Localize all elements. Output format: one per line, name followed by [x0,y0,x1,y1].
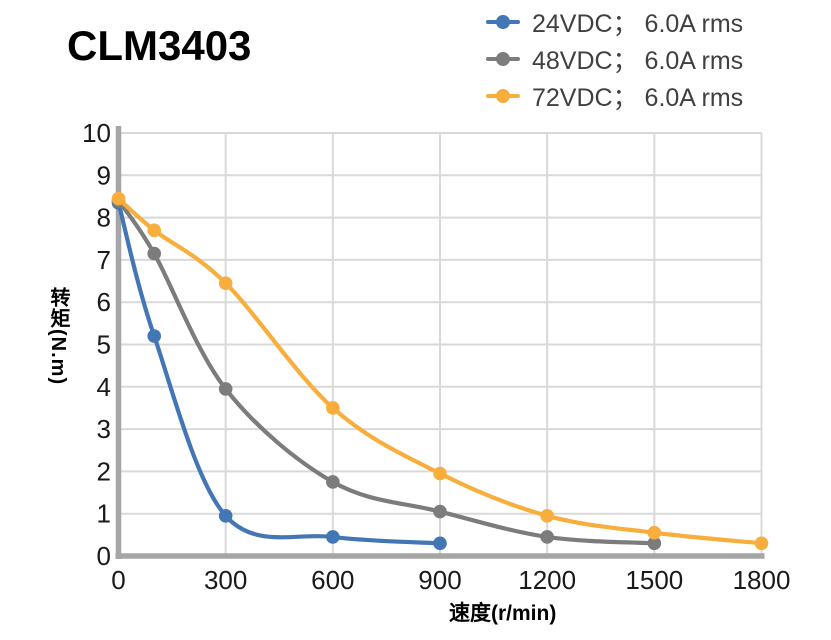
x-tick-label: 0 [111,565,125,595]
series-marker-72vdc [326,401,340,415]
y-tick-label: 4 [97,372,111,402]
series-marker-48vdc [647,536,662,551]
y-tick-label: 5 [97,330,111,360]
y-tick-label: 1 [97,499,111,529]
y-tick-label: 6 [97,287,111,317]
series-marker-24vdc [218,509,233,523]
y-tick-label: 2 [97,456,111,486]
x-axis-title: 速度(r/min) [449,602,557,625]
legend-label-72vdc: 72VDC； 6.0A rms [532,83,744,112]
series-marker-48vdc [540,530,554,544]
series-marker-72vdc [433,466,447,481]
legend: 24VDC； 6.0A rms 48VDC； 6.0A rms 72VDC； 6… [486,3,743,114]
series-line-24vdc [116,200,443,546]
y-tick-label: 0 [97,541,111,571]
legend-marker-24vdc-icon [486,14,520,30]
x-tick-label: 900 [418,565,461,595]
series-marker-72vdc [218,276,233,290]
series-marker-48vdc [218,382,233,396]
series-marker-48vdc [326,475,340,489]
y-tick-label: 7 [97,245,111,275]
chart-title: CLM3403 [67,22,252,69]
y-tick-label: 10 [82,118,111,148]
series-marker-72vdc [647,525,662,540]
legend-marker-72vdc-icon [486,88,520,104]
legend-label-48vdc: 48VDC； 6.0A rms [532,46,744,75]
x-tick-label: 1500 [625,565,683,595]
legend-item-24vdc: 24VDC； 6.0A rms [486,3,743,40]
series-marker-48vdc [147,246,162,261]
x-tick-label: 300 [204,565,247,595]
series-marker-24vdc [433,536,447,551]
series-marker-72vdc [540,509,554,523]
legend-item-72vdc: 72VDC； 6.0A rms [486,77,743,114]
series-marker-24vdc [147,329,162,343]
series-marker-72vdc [111,191,126,206]
series-marker-48vdc [433,504,447,519]
series-line-48vdc [116,198,657,546]
x-tick-label: 1200 [518,565,576,595]
y-tick-label: 9 [97,160,111,190]
series-line-72vdc [116,196,764,546]
legend-label-24vdc: 24VDC； 6.0A rms [532,9,744,38]
series-marker-72vdc [147,223,162,238]
legend-item-48vdc: 48VDC； 6.0A rms [486,40,743,77]
series-marker-24vdc [326,530,340,544]
x-tick-label: 1800 [733,565,791,595]
x-tick-label: 600 [311,565,354,595]
legend-marker-48vdc-icon [486,51,520,67]
series-marker-72vdc [754,536,769,551]
y-tick-label: 3 [97,414,111,444]
y-tick-label: 8 [97,203,111,233]
y-axis-title: 转矩(N.m) [47,287,69,386]
